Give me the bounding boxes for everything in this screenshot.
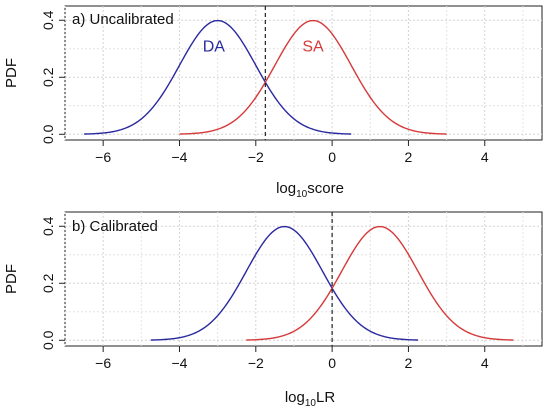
x-tick-label: 2 [405, 355, 413, 371]
curve-da [150, 225, 418, 341]
panel-label: a) Uncalibrated [72, 11, 174, 28]
y-axis-label: PDF [3, 58, 20, 88]
x-axis-label-rest: LR [316, 389, 335, 406]
x-axis-label: log10score [276, 180, 344, 200]
curve-label-sa: SA [302, 39, 324, 56]
gridlines [64, 6, 542, 140]
y-axis: 0.0 0.2 0.4 [40, 216, 65, 350]
density-curves [84, 19, 447, 135]
panel-uncalibrated: −6 −4 −2 0 2 4 0.0 0.2 0.4 DA SA a) Uncalibrated… [3, 5, 543, 200]
y-tick-label: 0.0 [40, 330, 56, 350]
plot-area [64, 5, 543, 141]
x-tick-label: −4 [171, 149, 187, 165]
curve-sa [179, 19, 447, 135]
x-axis: −6 −4 −2 0 2 4 [95, 140, 489, 165]
curve-sa [246, 225, 514, 341]
panel-calibrated: −6 −4 −2 0 2 4 0.0 0.2 0.4 b) Calibrated PDF lo… [3, 211, 543, 409]
curve-labels: DA SA [203, 39, 324, 56]
plot-area [64, 211, 543, 347]
x-tick-label: 2 [405, 149, 413, 165]
x-tick-label: −4 [171, 355, 187, 371]
y-tick-label: 0.2 [40, 67, 56, 87]
x-axis-label-rest: score [307, 180, 344, 197]
y-tick-label: 0.0 [40, 124, 56, 144]
x-axis-label: log10LR [285, 389, 335, 409]
curve-da [84, 19, 352, 135]
x-tick-label: −6 [95, 355, 111, 371]
x-tick-label: 0 [328, 149, 336, 165]
panel-label: b) Calibrated [72, 218, 158, 235]
y-tick-label: 0.4 [40, 216, 56, 236]
y-tick-label: 0.4 [40, 10, 56, 30]
x-tick-label: −2 [248, 149, 264, 165]
density-curves [150, 225, 514, 341]
x-axis: −6 −4 −2 0 2 4 [95, 346, 489, 371]
x-tick-label: 0 [328, 355, 336, 371]
x-axis-label-subscript: 10 [296, 189, 308, 200]
x-axis-label-base: log [276, 180, 296, 197]
x-tick-label: 4 [481, 149, 489, 165]
y-tick-label: 0.2 [40, 273, 56, 293]
y-axis-label: PDF [3, 264, 20, 294]
y-axis: 0.0 0.2 0.4 [40, 10, 65, 144]
x-tick-label: −6 [95, 149, 111, 165]
curve-label-da: DA [203, 39, 226, 56]
gridlines [64, 212, 542, 346]
x-tick-label: 4 [481, 355, 489, 371]
x-tick-label: −2 [248, 355, 264, 371]
x-axis-label-base: log [285, 389, 305, 406]
x-axis-label-subscript: 10 [305, 398, 317, 409]
